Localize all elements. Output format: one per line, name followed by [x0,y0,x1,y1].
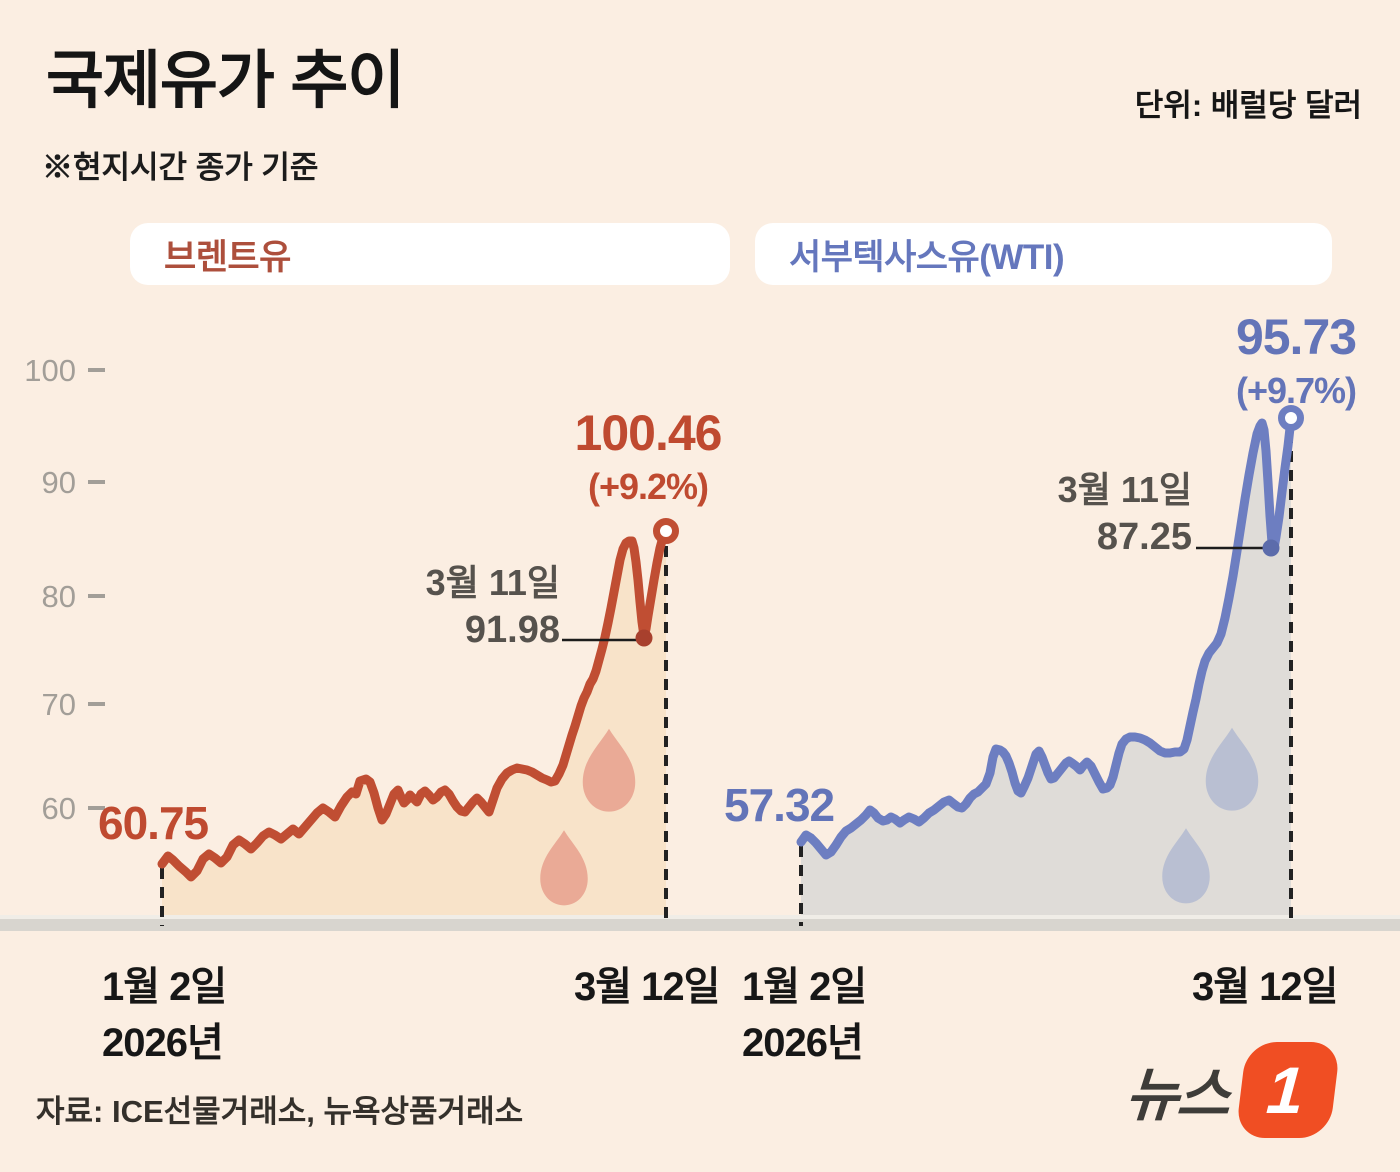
wti-start-value: 57.32 [724,779,835,831]
svg-text:100: 100 [24,353,76,388]
brent-end-change: (+9.2%) [587,466,709,507]
brent-mid-date: 3월 11일 [425,562,560,603]
source-label: 자료: ICE선물거래소, 뉴욕상품거래소 [36,1094,524,1129]
news1-logo-text: 뉴스 [1123,1063,1231,1128]
oil-drop-icons-wti [1162,727,1259,904]
oil-drop-icons-brent [540,728,636,906]
legend-label-brent: 브렌트유 [164,237,291,277]
x-axis-line-highlight [0,915,1400,919]
wti-end-value: 95.73 [1235,309,1357,365]
wti-mid-date: 3월 11일 [1057,469,1192,510]
price-lines-layer [157,405,1304,926]
oil-drop-icon [1162,828,1210,904]
brent-start-value: 60.75 [98,797,209,849]
news1-logo: 뉴스 1 [1123,1042,1341,1138]
note-basis: ※현지시간 종가 기준 [42,150,319,185]
brent-end-value: 100.46 [574,405,723,461]
legend-pill-wti: 서부텍사스유(WTI) [755,223,1332,285]
svg-text:90: 90 [42,465,76,500]
svg-text:80: 80 [42,579,76,614]
wti-x-end-label: 3월 12일 [1192,965,1338,1009]
wti-end-callout: 95.73 (+9.7%) [1186,312,1400,412]
brent-x-year-label: 2026년 [102,1021,224,1065]
legend-label-wti: 서부텍사스유(WTI) [789,237,1065,277]
unit-label: 단위: 배럴당 달러 [1134,88,1362,123]
svg-text:70: 70 [42,687,76,722]
news1-logo-number: 1 [1263,1053,1306,1127]
area-fills-layer [162,419,1291,920]
wti-mid-value: 87.25 [1096,516,1192,558]
wti-x-start-label: 1월 2일 [742,965,867,1009]
svg-text:60: 60 [42,791,76,826]
brent-x-end-label: 3월 12일 [574,965,720,1009]
x-axis-line [0,919,1400,931]
brent-end-callout: 100.46 (+9.2%) [538,408,758,508]
page-title: 국제유가 추이 [46,46,405,116]
oil-drop-icon [582,728,636,812]
brent-mid-annotation: 3월 11일 91.98 [390,562,560,651]
wti-x-year-label: 2026년 [742,1021,864,1065]
brent-mid-value: 91.98 [464,609,560,651]
news1-logo-square: 1 [1234,1042,1341,1138]
oil-drop-icon [1205,727,1259,811]
oil-drop-icon [540,830,588,906]
brent-x-start-label: 1월 2일 [102,965,227,1009]
wti-end-change: (+9.7%) [1235,370,1357,411]
legend-pill-brent: 브렌트유 [130,223,730,285]
y-axis-ticks-layer: 100 90 80 70 60 [24,353,105,826]
wti-mid-annotation: 3월 11일 87.25 [1022,469,1192,558]
